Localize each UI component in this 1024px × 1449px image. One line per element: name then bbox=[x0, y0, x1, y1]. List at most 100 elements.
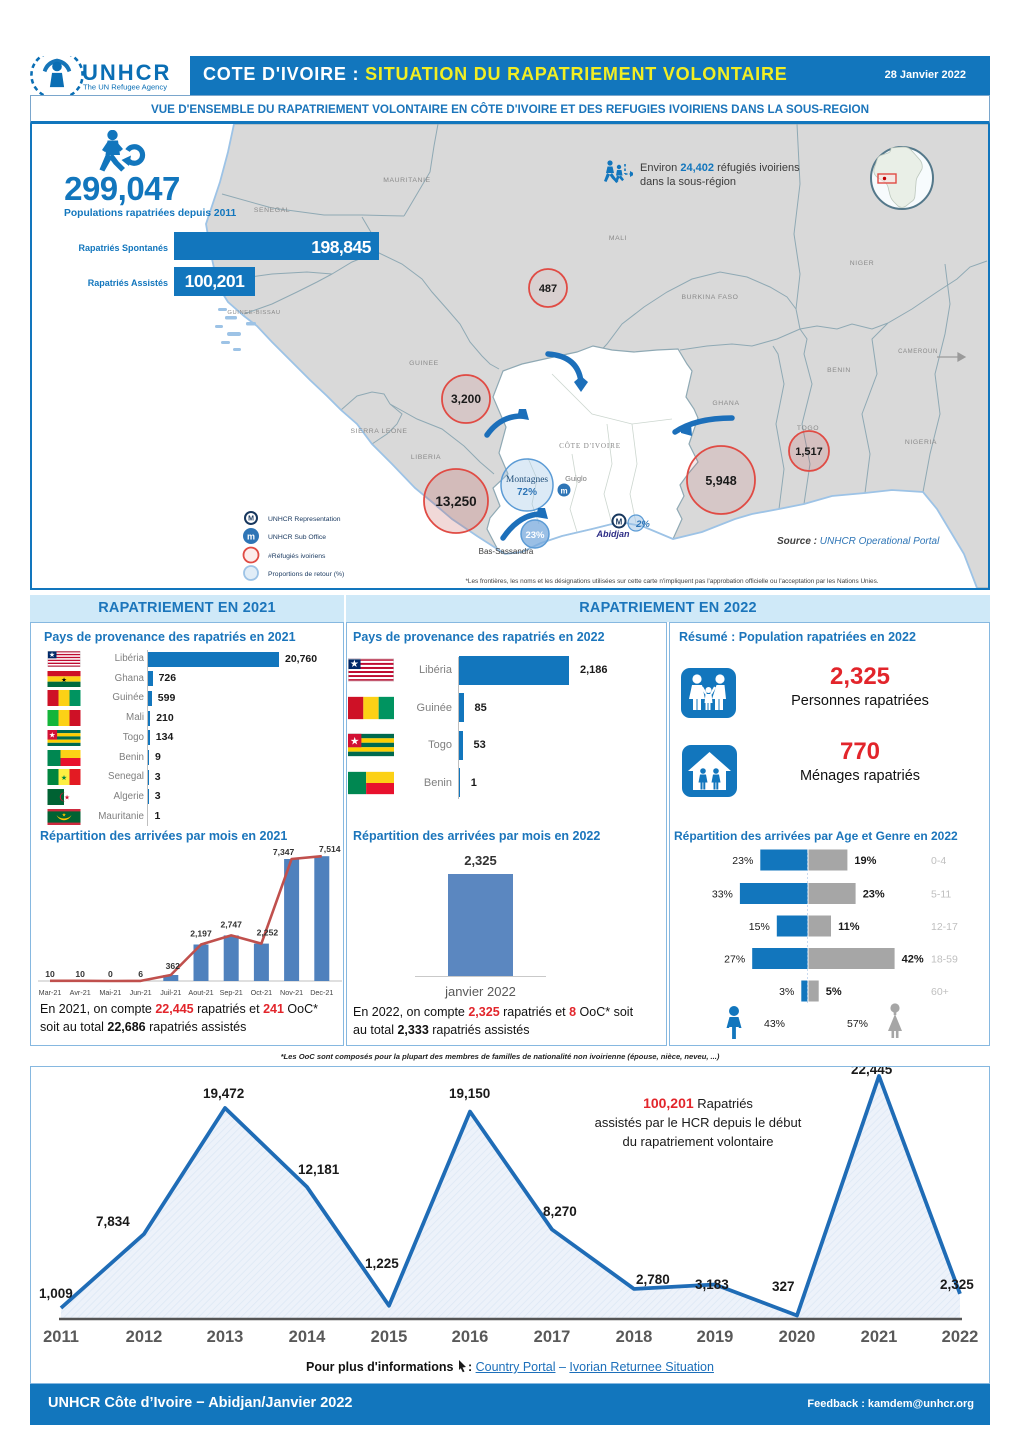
svg-text:Montagnes: Montagnes bbox=[506, 475, 549, 485]
svg-text:UNHCR: UNHCR bbox=[82, 60, 171, 85]
svg-text:5-11: 5-11 bbox=[931, 889, 951, 901]
svg-text:Sep-21: Sep-21 bbox=[220, 988, 243, 997]
svg-text:13,250: 13,250 bbox=[435, 494, 476, 509]
svg-text:2022: 2022 bbox=[942, 1328, 979, 1346]
svg-text:5,948: 5,948 bbox=[705, 474, 736, 488]
svg-text:0: 0 bbox=[108, 969, 113, 979]
svg-text:GUINEE-BISSAU: GUINEE-BISSAU bbox=[227, 310, 280, 316]
svg-text:★: ★ bbox=[350, 736, 359, 747]
svg-text:2,780: 2,780 bbox=[636, 1272, 670, 1287]
svg-text:UNHCR Sub Office: UNHCR Sub Office bbox=[268, 534, 326, 541]
svg-text:2016: 2016 bbox=[452, 1328, 489, 1346]
svg-text:SIERRA LEONE: SIERRA LEONE bbox=[350, 428, 407, 435]
svg-text:UNHCR Representation: UNHCR Representation bbox=[268, 516, 341, 523]
svg-text:Source : UNHCR Operational Por: Source : UNHCR Operational Portal bbox=[777, 536, 940, 547]
svg-text:2011: 2011 bbox=[43, 1328, 79, 1346]
svg-text:18-59: 18-59 bbox=[931, 954, 958, 966]
svg-text:Avr-21: Avr-21 bbox=[70, 988, 91, 997]
svg-text:7,514: 7,514 bbox=[319, 845, 341, 854]
svg-text:GHANA: GHANA bbox=[712, 400, 739, 407]
svg-text:487: 487 bbox=[539, 283, 557, 295]
svg-text:★: ★ bbox=[49, 651, 55, 659]
svg-text:★: ★ bbox=[64, 793, 70, 801]
svg-text:2014: 2014 bbox=[289, 1328, 327, 1346]
svg-text:1,009: 1,009 bbox=[39, 1286, 73, 1301]
svg-text:M: M bbox=[616, 518, 623, 527]
svg-text:#Réfugiés ivoiriens: #Réfugiés ivoiriens bbox=[268, 553, 326, 560]
svg-text:*Les frontières, les noms et l: *Les frontières, les noms et les désigna… bbox=[465, 578, 878, 585]
svg-text:du rapatriement volontaire: du rapatriement volontaire bbox=[622, 1134, 773, 1149]
svg-text:10: 10 bbox=[75, 969, 85, 979]
svg-text:Proportions de retour (%): Proportions de retour (%) bbox=[268, 571, 344, 578]
svg-text:Bas-Sassandra: Bas-Sassandra bbox=[479, 547, 534, 556]
svg-text:19,150: 19,150 bbox=[449, 1086, 490, 1101]
svg-text:2,197: 2,197 bbox=[190, 929, 212, 939]
svg-text:23%: 23% bbox=[863, 889, 885, 901]
svg-text:60+: 60+ bbox=[931, 986, 949, 998]
svg-text:8,270: 8,270 bbox=[543, 1204, 577, 1219]
svg-text:★: ★ bbox=[350, 659, 359, 670]
svg-text:NIGERIA: NIGERIA bbox=[905, 439, 937, 446]
svg-text:GUINEE: GUINEE bbox=[409, 360, 439, 367]
svg-text:SENEGAL: SENEGAL bbox=[254, 207, 290, 214]
svg-text:LIBERIA: LIBERIA bbox=[411, 454, 441, 461]
svg-text:TOGO: TOGO bbox=[797, 425, 819, 432]
svg-text:33%: 33% bbox=[712, 889, 733, 901]
svg-text:2017: 2017 bbox=[534, 1328, 571, 1346]
svg-text:2020: 2020 bbox=[779, 1328, 816, 1346]
svg-text:57%: 57% bbox=[847, 1018, 868, 1030]
svg-text:43%: 43% bbox=[764, 1018, 785, 1030]
svg-text:72%: 72% bbox=[517, 487, 537, 498]
svg-text:3,200: 3,200 bbox=[451, 392, 481, 406]
svg-text:11%: 11% bbox=[838, 921, 860, 933]
svg-text:CAMEROUN: CAMEROUN bbox=[898, 349, 938, 355]
svg-text:2,252: 2,252 bbox=[257, 928, 279, 938]
svg-text:2,325: 2,325 bbox=[940, 1277, 974, 1292]
svg-text:100,201 Rapatriés: 100,201 Rapatriés bbox=[643, 1095, 753, 1111]
svg-text:Aout-21: Aout-21 bbox=[188, 988, 213, 997]
svg-text:Mar-21: Mar-21 bbox=[39, 988, 62, 997]
svg-text:3%: 3% bbox=[779, 986, 794, 998]
svg-text:Juil-21: Juil-21 bbox=[160, 988, 181, 997]
svg-text:The UN Refugee Agency: The UN Refugee Agency bbox=[83, 83, 167, 92]
svg-text:2%: 2% bbox=[635, 519, 650, 530]
svg-text:assistés par le HCR depuis le: assistés par le HCR depuis le début bbox=[595, 1115, 802, 1130]
svg-text:5%: 5% bbox=[826, 986, 842, 998]
svg-text:Oct-21: Oct-21 bbox=[251, 988, 273, 997]
svg-text:BENIN: BENIN bbox=[827, 367, 851, 374]
svg-text:2012: 2012 bbox=[126, 1328, 163, 1346]
svg-text:m: m bbox=[247, 532, 255, 542]
svg-text:7,347: 7,347 bbox=[273, 847, 295, 857]
svg-text:7,834: 7,834 bbox=[96, 1214, 130, 1229]
svg-text:M: M bbox=[248, 516, 254, 523]
svg-text:MAURITANIE: MAURITANIE bbox=[383, 177, 430, 184]
svg-text:12-17: 12-17 bbox=[931, 921, 958, 933]
svg-text:2018: 2018 bbox=[616, 1328, 653, 1346]
svg-text:3,183: 3,183 bbox=[695, 1277, 729, 1292]
svg-text:12,181: 12,181 bbox=[298, 1162, 340, 1177]
svg-text:★: ★ bbox=[61, 774, 67, 782]
svg-text:1,517: 1,517 bbox=[795, 446, 823, 458]
svg-text:2021: 2021 bbox=[861, 1328, 898, 1346]
svg-text:0-4: 0-4 bbox=[931, 855, 946, 867]
svg-text:Guiglo: Guiglo bbox=[565, 474, 587, 483]
svg-text:327: 327 bbox=[772, 1279, 795, 1294]
svg-text:Jun-21: Jun-21 bbox=[130, 988, 152, 997]
svg-text:NIGER: NIGER bbox=[850, 260, 875, 267]
svg-text:15%: 15% bbox=[749, 921, 770, 933]
svg-text:★: ★ bbox=[62, 812, 67, 818]
svg-text:Dec-21: Dec-21 bbox=[310, 988, 333, 997]
svg-text:27%: 27% bbox=[724, 954, 745, 966]
svg-text:2013: 2013 bbox=[207, 1328, 244, 1346]
svg-text:19,472: 19,472 bbox=[203, 1086, 244, 1101]
svg-text:1,225: 1,225 bbox=[365, 1256, 399, 1271]
svg-text:CÔTE D'IVOIRE: CÔTE D'IVOIRE bbox=[559, 440, 621, 450]
svg-text:m: m bbox=[560, 487, 567, 496]
svg-text:22,445: 22,445 bbox=[851, 1067, 893, 1077]
svg-text:★: ★ bbox=[49, 730, 56, 739]
svg-text:23%: 23% bbox=[525, 530, 545, 541]
svg-text:Abidjan: Abidjan bbox=[596, 529, 631, 539]
svg-text:6: 6 bbox=[138, 969, 143, 979]
svg-text:BURKINA FASO: BURKINA FASO bbox=[681, 294, 738, 301]
svg-text:★: ★ bbox=[61, 675, 67, 683]
